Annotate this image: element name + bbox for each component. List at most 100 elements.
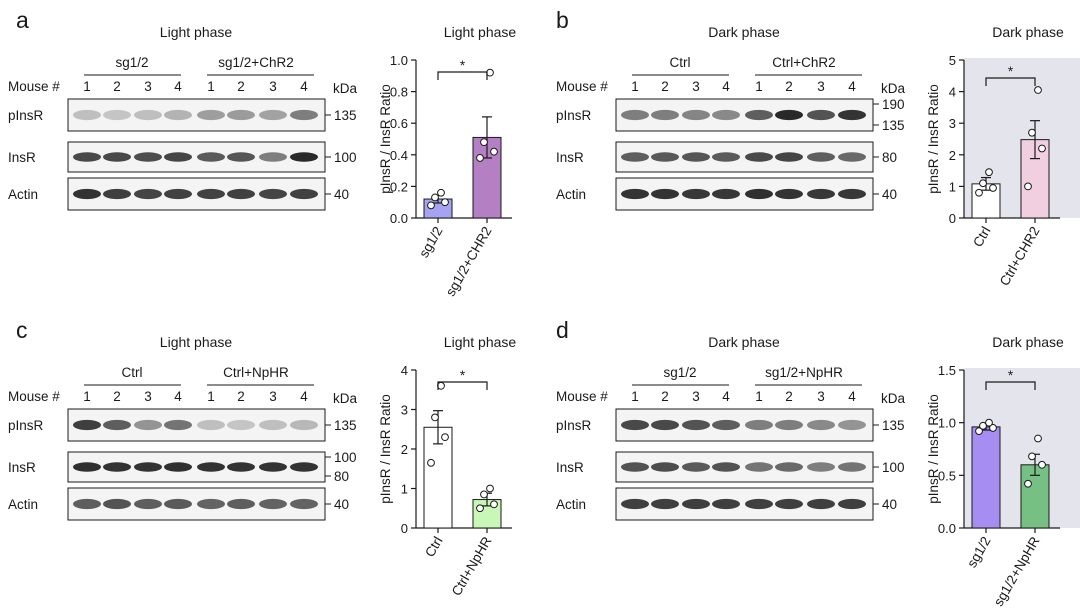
group-label: sg1/2+ChR2 [218, 55, 293, 70]
blot-band [838, 188, 866, 200]
lane-number: 4 [300, 79, 308, 94]
kda-marker: 135 [334, 418, 357, 433]
y-tick-label: 4 [401, 363, 408, 378]
blot-band [73, 109, 101, 121]
blot-band [164, 109, 192, 121]
lane-number: 4 [174, 389, 182, 404]
x-tick-label: sg1/2 [416, 224, 446, 260]
blot-band [712, 152, 740, 162]
panel-letter: c [16, 317, 28, 343]
lane-number: 3 [269, 389, 277, 404]
blot-band [651, 419, 679, 431]
blot-band [651, 109, 679, 121]
blot-band [103, 188, 131, 200]
chart-title: Light phase [444, 334, 517, 350]
blot-band [290, 109, 318, 121]
lane-number: 2 [113, 79, 121, 94]
blot-row-label: InsR [8, 150, 36, 165]
y-tick-label: 1.5 [938, 363, 956, 378]
kda-marker: 40 [882, 187, 897, 202]
blot-row-label: Actin [556, 187, 586, 202]
kda-label: kDa [333, 81, 357, 96]
blot-band [621, 498, 649, 510]
y-tick-label: 0 [401, 521, 408, 536]
y-tick-label: 0 [949, 211, 956, 226]
blot-band [73, 498, 101, 510]
blot-band [164, 188, 192, 200]
y-tick-label: 1 [949, 179, 956, 194]
blot-band [651, 498, 679, 510]
data-point [437, 188, 445, 197]
y-axis-label: pInsR / InsR Ratio [926, 84, 941, 194]
blot-band [745, 462, 773, 472]
blot-band [73, 419, 101, 431]
lane-number: 1 [631, 389, 639, 404]
data-point [979, 421, 987, 430]
data-point [1038, 144, 1046, 153]
blot-row-label: Actin [8, 187, 38, 202]
blot-band [164, 462, 192, 472]
data-point [989, 424, 997, 432]
blot-band [73, 462, 101, 472]
y-tick-label: 0.6 [390, 116, 408, 131]
significance-star: * [460, 368, 466, 383]
blot-band [775, 152, 803, 162]
panel-letter: a [16, 7, 29, 33]
blot-band [745, 109, 773, 121]
bar-chart: Light phase 0 1 2 3 4 pInsR / InsR Ratio Ctrl Ct… [378, 334, 516, 598]
lane-number: 4 [722, 79, 730, 94]
blot-row-label: pInsR [8, 418, 44, 433]
blot-band [259, 498, 287, 510]
blot-band [838, 462, 866, 472]
group-label: Ctrl [670, 55, 691, 70]
chart-title: Dark phase [992, 334, 1064, 350]
lane-number: 3 [692, 389, 700, 404]
kda-marker: 135 [882, 118, 905, 133]
blot-row-pinsr: pInsR 190 135 [556, 97, 905, 133]
blot-title: Light phase [160, 334, 233, 350]
blot-band [227, 109, 255, 121]
blot-row-label: pInsR [8, 108, 44, 123]
x-tick-label: sg1/2+CHR2 [443, 224, 495, 299]
blot-band [134, 188, 162, 200]
y-axis-label: pInsR / InsR Ratio [378, 394, 393, 504]
blot-band [134, 462, 162, 472]
data-point [486, 484, 494, 493]
y-tick-label: 2 [949, 148, 956, 163]
blot-row-insr: InsR 100 [8, 141, 357, 173]
kda-marker: 190 [882, 97, 905, 112]
y-tick-label: 5 [949, 53, 956, 68]
mouse-label: Mouse # [8, 389, 60, 404]
data-point [431, 193, 439, 202]
blot-band [807, 419, 835, 431]
blot-band [712, 188, 740, 200]
lane-number: 1 [755, 79, 763, 94]
kda-marker: 80 [882, 150, 897, 165]
panel-letter: d [556, 317, 569, 343]
blot-row-actin: Actin 40 [8, 487, 349, 521]
kda-marker: 40 [882, 497, 897, 512]
kda-marker: 135 [882, 418, 905, 433]
blot-row-insr: InsR 100 80 [8, 450, 357, 484]
blot-band [290, 419, 318, 431]
data-point [989, 184, 997, 192]
blot-band [838, 152, 866, 162]
group-label: sg1/2 [663, 365, 696, 380]
data-point [441, 198, 449, 207]
significance-bracket [985, 77, 1036, 87]
blot-band [775, 109, 803, 121]
blot-band [838, 419, 866, 431]
blot-row-pinsr: pInsR 135 [8, 408, 357, 442]
blot-band [103, 462, 131, 472]
y-tick-label: 4 [949, 85, 956, 100]
y-tick-label: 0.4 [390, 148, 408, 163]
blot-band [103, 152, 131, 162]
blot-band [807, 109, 835, 121]
blot-band [197, 109, 225, 121]
blot-band [712, 419, 740, 431]
blot-row-insr: InsR 100 [556, 451, 905, 483]
blot-row-actin: Actin 40 [556, 487, 897, 521]
lane-number: 4 [848, 389, 856, 404]
